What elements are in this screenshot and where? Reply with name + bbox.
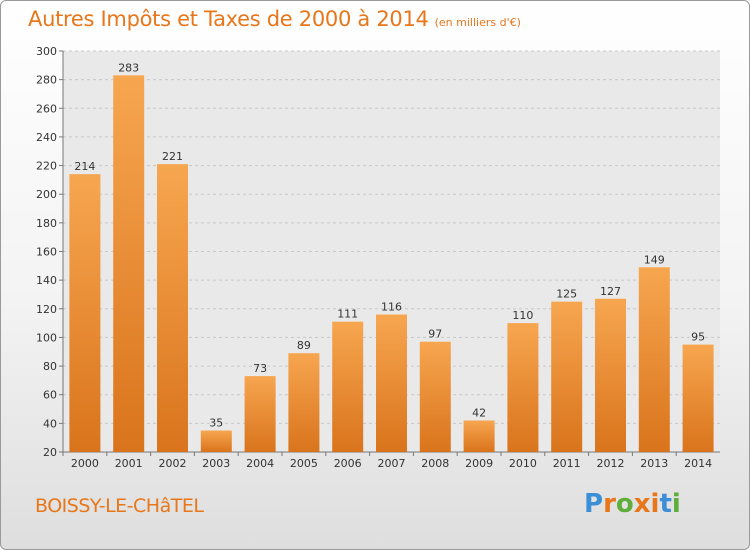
bar-value-label: 149 [644,253,665,266]
bar-value-label: 110 [512,309,533,322]
y-tick-label: 100 [36,331,57,344]
x-tick-label: 2000 [71,457,99,470]
y-tick-label: 200 [36,188,57,201]
x-tick-label: 2013 [640,457,668,470]
x-tick-label: 2014 [684,457,712,470]
bar [638,267,670,452]
bar [551,301,583,452]
x-tick-label: 2002 [159,457,187,470]
chart-subtitle: (en milliers d'€) [434,16,521,29]
logo-letter: i [650,489,660,519]
y-tick-label: 160 [36,246,57,259]
y-tick-label: 180 [36,217,57,230]
commune-name: BOISSY-LE-CHâTEL [35,495,204,517]
chart-title-text: Autres Impôts et Taxes de 2000 à 2014 [28,7,429,31]
x-tick-label: 2007 [378,457,406,470]
bar-value-label: 42 [472,406,486,419]
y-tick-label: 60 [43,389,57,402]
x-tick-label: 2011 [553,457,581,470]
bar-value-label: 97 [428,328,442,341]
bar [244,376,276,452]
x-tick-label: 2004 [246,457,274,470]
bar [200,430,232,452]
logo-letter: P [584,489,604,519]
x-tick-label: 2008 [421,457,449,470]
bar-value-label: 89 [297,339,311,352]
y-tick-label: 20 [43,446,57,459]
y-tick-label: 40 [43,417,57,430]
logo-letter: x [633,489,651,519]
y-tick-label: 120 [36,303,57,316]
bar-value-label: 214 [74,160,95,173]
bar-value-label: 221 [162,150,183,163]
bar [595,298,626,452]
bar-value-label: 73 [253,362,267,375]
y-tick-label: 220 [36,160,57,173]
logo-letter: r [603,489,616,519]
bar [419,341,451,452]
logo-letter: o [615,489,634,519]
y-tick-label: 240 [36,131,57,144]
x-tick-label: 2012 [597,457,625,470]
y-tick-label: 80 [43,360,57,373]
logo-letter: t [659,489,672,519]
bar [682,344,714,452]
x-tick-label: 2003 [202,457,230,470]
chart-title: Autres Impôts et Taxes de 2000 à 2014 (en… [28,7,521,31]
bar [376,314,407,452]
y-tick-label: 140 [36,274,57,287]
bar-value-label: 111 [337,308,358,321]
bar [113,75,145,452]
bar-value-label: 116 [381,301,402,314]
bar-value-label: 127 [600,285,621,298]
bar-value-label: 125 [556,288,577,301]
proxiti-logo: Proxiti [584,489,681,519]
x-tick-label: 2005 [290,457,318,470]
y-tick-label: 280 [36,74,57,87]
x-tick-label: 2009 [465,457,493,470]
bar [157,164,188,452]
bar-value-label: 95 [691,331,705,344]
bar [507,323,539,452]
x-tick-label: 2001 [115,457,143,470]
logo-letter: i [671,489,681,519]
x-tick-label: 2010 [509,457,537,470]
bar-value-label: 35 [209,417,223,430]
y-tick-label: 300 [36,45,57,58]
bar-value-label: 283 [118,61,139,74]
y-tick-label: 260 [36,102,57,115]
x-tick-label: 2006 [334,457,362,470]
bars [69,75,714,452]
bar [463,420,495,452]
bar [69,174,101,452]
labels: 20 40 60 80 100 120 140 160 180 200 220 240 260 280 30… [36,45,712,470]
bar [288,353,320,452]
bar [332,321,364,452]
